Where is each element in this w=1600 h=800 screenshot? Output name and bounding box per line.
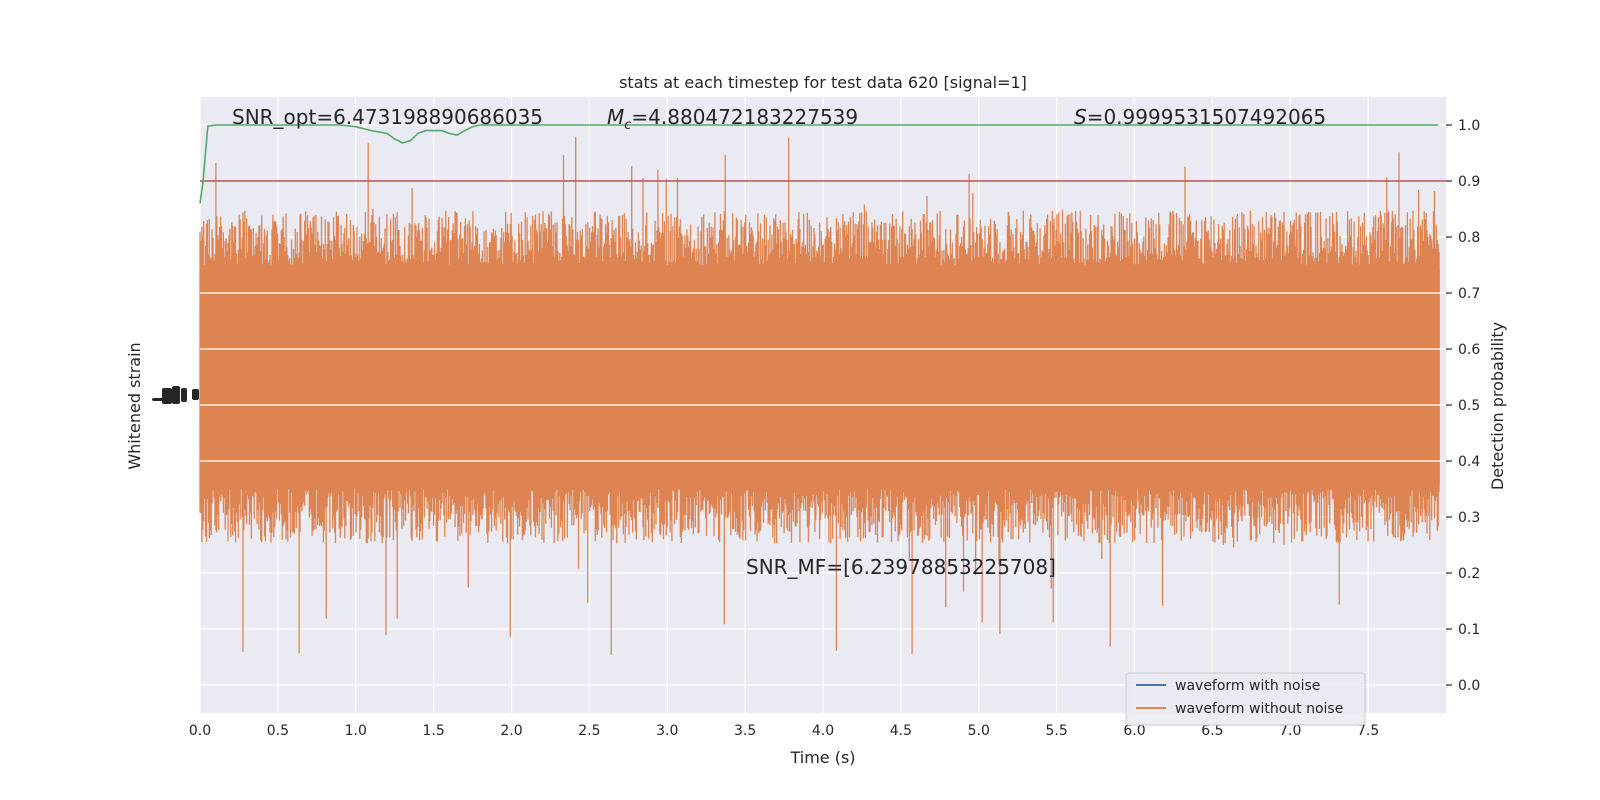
- x-tick-label: 2.0: [500, 723, 522, 739]
- x-tick-label: 4.0: [812, 723, 834, 739]
- detection-probability-line: [199, 124, 1439, 204]
- y-right-tick-label: 0.7: [1458, 286, 1480, 302]
- legend-box: [1125, 672, 1366, 726]
- legend-label-waveform-without-noise: waveform without noise: [1175, 701, 1343, 717]
- snr-mf-annotation: SNR_MF=[6.23978853225708]: [746, 555, 1056, 579]
- x-tick-label: 1.0: [345, 723, 367, 739]
- y-left-axis-label: Whitened strain: [125, 342, 144, 469]
- y-right-axis-ticks: 0.0 0.1 0.2 0.3 0.4 0.5 0.6 0.7 0.8 0.9 1.0: [1446, 118, 1480, 694]
- y-right-tick-label: 0.8: [1458, 230, 1480, 246]
- y-right-tick-label: 0.0: [1458, 678, 1480, 694]
- chart-title: stats at each timestep for test data 620…: [619, 73, 1027, 92]
- x-tick-label: 5.5: [1045, 723, 1067, 739]
- y-right-tick-label: 0.3: [1458, 510, 1480, 526]
- x-tick-label: 1.5: [422, 723, 444, 739]
- x-axis-label: Time (s): [789, 748, 855, 767]
- y-right-tick-label: 0.4: [1458, 454, 1480, 470]
- x-axis-ticks: 0.0 0.5 1.0 1.5 2.0 2.5 3.0 3.5 4.0 4.5 5.0 5.5 6.0 6…: [189, 723, 1379, 739]
- signal-trace: [199, 136, 1440, 655]
- x-tick-label: 6.0: [1123, 723, 1145, 739]
- left-tick-mark: [172, 386, 180, 404]
- chirp-mass-annotation: Mc=4.880472183227539: [607, 105, 858, 133]
- x-tick-label: 3.5: [734, 723, 756, 739]
- y-right-tick-label: 0.5: [1458, 398, 1480, 414]
- s-annotation: S=0.9999531507492065: [1074, 105, 1326, 129]
- left-tick-mark: [181, 388, 187, 402]
- left-axis-ticks: [152, 386, 199, 404]
- snr-opt-annotation: SNR_opt=6.473198890686035: [232, 105, 543, 129]
- y-right-axis-label: Detection probability: [1488, 322, 1507, 490]
- x-tick-label: 7.0: [1279, 723, 1301, 739]
- x-tick-label: 3.0: [656, 723, 678, 739]
- y-right-tick-label: 0.6: [1458, 342, 1480, 358]
- legend-label-waveform-with-noise: waveform with noise: [1175, 678, 1320, 694]
- x-tick-label: 5.0: [968, 723, 990, 739]
- y-right-tick-label: 1.0: [1458, 118, 1480, 134]
- x-tick-label: 0.5: [267, 723, 289, 739]
- series-waveform-without-noise: [199, 136, 1446, 655]
- x-tick-label: 7.5: [1357, 723, 1379, 739]
- y-right-tick-label: 0.1: [1458, 622, 1480, 638]
- x-tick-label: 0.0: [189, 723, 211, 739]
- y-right-tick-label: 0.9: [1458, 174, 1480, 190]
- legend: waveform with noise waveform without noi…: [1125, 672, 1366, 726]
- y-right-tick-label: 0.2: [1458, 566, 1480, 582]
- left-tick-mark: [192, 389, 199, 400]
- x-tick-label: 6.5: [1201, 723, 1223, 739]
- x-tick-label: 4.5: [890, 723, 912, 739]
- left-tick-mark: [162, 388, 172, 404]
- x-tick-label: 2.5: [578, 723, 600, 739]
